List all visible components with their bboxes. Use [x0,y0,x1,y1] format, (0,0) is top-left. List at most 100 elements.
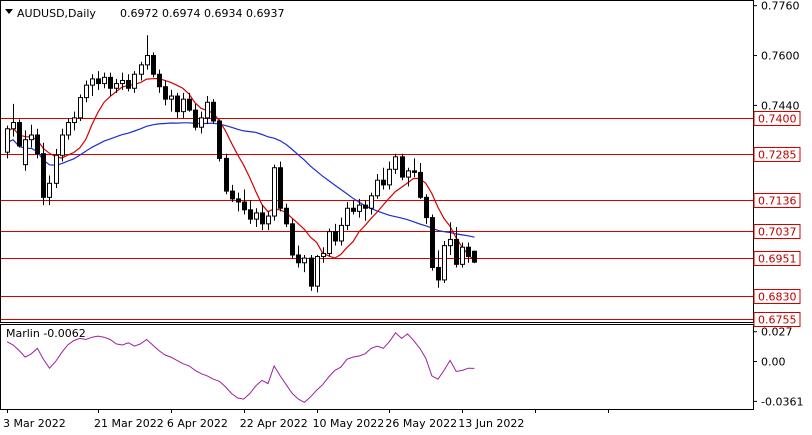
candle [466,242,471,263]
candle-body-bearish [193,109,198,128]
candle-body-bearish [400,156,405,178]
candle [120,72,125,90]
candle-body-bullish [78,97,83,119]
candle-body-bullish [254,212,259,220]
candle-body-bullish [120,79,125,85]
indicator-axis-label: -0.0361 [761,395,803,408]
candle [381,167,386,190]
time-axis-label: 6 Apr 2022 [167,417,228,430]
candle [187,92,192,112]
candle-body-bearish [351,207,356,212]
time-axis-label: 21 Mar 2022 [94,417,164,430]
candle-body-bullish [375,179,380,197]
level-label-box [753,193,801,208]
candle-body-bullish [321,252,326,258]
price-axis-label: 0.7760 [761,0,800,13]
candle-body-bearish [224,157,229,192]
candle-body-bearish [436,266,441,281]
level-label: 0.7037 [758,226,797,239]
candle-body-bullish [139,64,144,75]
candle [327,228,332,257]
level-label-box [753,147,801,162]
candle [217,119,222,162]
candle [29,124,34,148]
candle-body-bullish [5,128,10,153]
time-axis-label: 26 May 2022 [385,417,457,430]
candle-body-bullish [114,83,119,89]
candle-body-bullish [302,257,307,264]
candle-body-bearish [381,179,386,186]
candle-body-bullish [442,245,447,281]
level-label: 0.7285 [758,149,797,162]
candle-body-bullish [266,215,271,225]
candle-body-bullish [345,207,350,226]
collapse-triangle-icon[interactable] [5,9,13,14]
candle [224,153,229,195]
candle-body-bearish [163,86,168,100]
candle-body-bearish [309,257,314,287]
candle [242,189,247,215]
symbol-timeframe-label: AUDUSD,Daily [17,7,96,20]
price-axis-label: 0.7600 [761,50,800,63]
candle [5,125,10,159]
level-label: 0.6755 [758,314,797,327]
candle [66,117,71,140]
candle [47,175,52,206]
candle [205,96,210,125]
candle [60,128,65,162]
candle-body-bearish [472,250,477,263]
candle [254,208,259,227]
candle-body-bullish [84,84,89,99]
candle-body-bullish [66,122,71,136]
candle [260,205,265,231]
candle-body-bullish [47,182,52,198]
candle [363,200,368,221]
candle-body-bullish [72,117,77,124]
candle-body-bullish [29,134,34,141]
candle [11,103,16,137]
candle [272,164,277,221]
candle [393,153,398,174]
candle [78,94,83,121]
candle-body-bearish [454,238,459,265]
candle [406,167,411,187]
candle-body-bearish [35,134,40,155]
level-label-box [753,251,801,266]
candle [41,142,46,206]
candle [230,184,235,203]
candle-body-bullish [169,95,174,100]
candle [54,149,59,188]
candle [72,111,77,131]
candle-body-bearish [260,212,265,225]
candle-body-bullish [272,167,277,217]
time-axis-label: 10 May 2022 [313,417,385,430]
candle-body-bearish [230,190,235,200]
candle [126,74,131,92]
candle-body-bearish [211,101,216,122]
candle-body-bearish [108,76,113,89]
indicator-name-label: Marlin -0.0062 [6,327,86,340]
candle-body-bearish [242,201,247,211]
candle [315,254,320,293]
level-label-box [753,224,801,239]
candle [23,130,28,171]
candle-body-bullish [327,231,332,254]
candle [278,161,283,212]
candle [442,240,447,284]
candle-body-bullish [102,76,107,85]
candle [345,202,350,231]
candle-body-bullish [339,224,344,242]
main-pane-frame [0,0,754,323]
candle-body-bullish [181,98,186,113]
candle-body-bearish [157,73,162,88]
candle [436,250,441,288]
candle-body-bearish [363,204,368,209]
candle [460,242,465,268]
candle [90,74,95,97]
candle [266,211,271,231]
candle-body-bullish [23,139,28,166]
candle [454,226,459,268]
level-label: 0.7400 [758,113,797,126]
candle-body-bullish [90,78,95,86]
